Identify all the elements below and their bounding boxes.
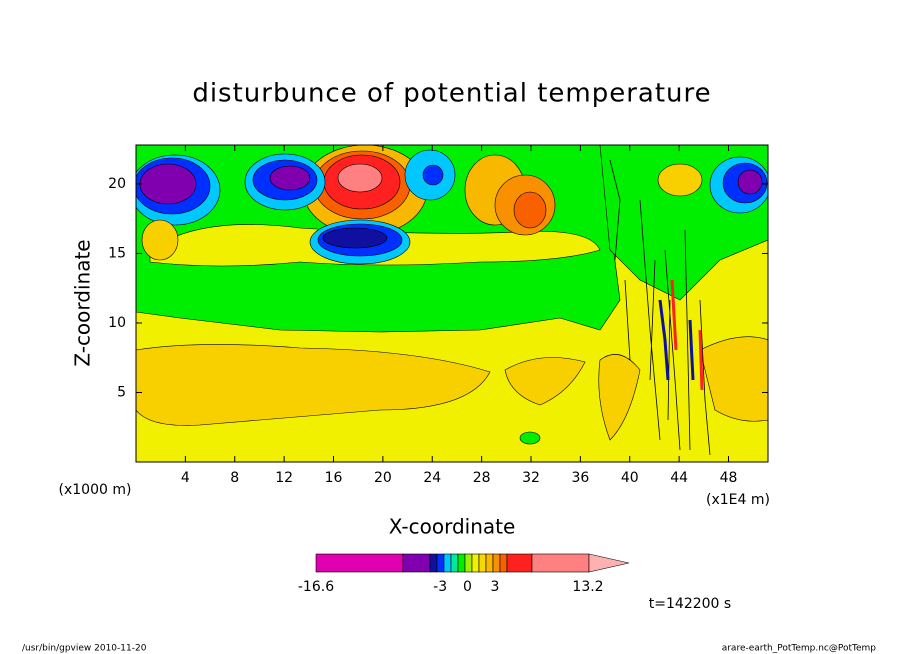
colorbar-segment — [506, 553, 533, 573]
x-tick-label: 20 — [374, 470, 392, 486]
y-tick-label: 20 — [108, 176, 126, 192]
colorbar-segment — [492, 553, 501, 573]
x-axis-label: X-coordinate — [389, 515, 516, 539]
time-label: t=142200 s — [649, 596, 731, 612]
x-tick-label: 4 — [181, 470, 190, 486]
colorbar-segment — [402, 553, 431, 573]
colorbar-segment — [450, 553, 459, 573]
colorbar-tick-label: -16.6 — [298, 579, 334, 595]
x-tick-label: 48 — [720, 470, 738, 486]
x-tick-label: 16 — [325, 470, 343, 486]
colorbar-segment — [443, 553, 452, 573]
colorbar-segment — [429, 553, 438, 573]
colorbar-arrow — [588, 553, 630, 573]
x-tick-label: 32 — [522, 470, 540, 486]
x-tick-label: 8 — [230, 470, 239, 486]
colorbar-segment — [485, 553, 494, 573]
y-tick-label: 15 — [108, 245, 126, 261]
colorbar-segment — [499, 553, 508, 573]
contour-field — [136, 145, 768, 462]
y-axis-label: Z-coordinate — [71, 239, 95, 366]
colorbar-segment — [471, 553, 480, 573]
x-tick-label: 24 — [423, 470, 441, 486]
footer-left: /usr/bin/gpview 2010-11-20 — [22, 644, 147, 654]
x-tick-label: 44 — [670, 470, 688, 486]
colorbar-segment — [531, 553, 590, 573]
colorbar: -16.6 -3 0 3 13.2 — [298, 553, 630, 595]
chart-title: disturbunce of potential temperature — [192, 79, 711, 109]
colorbar-tick-label: 3 — [490, 579, 499, 595]
x-tick-label: 40 — [621, 470, 639, 486]
colorbar-segment — [315, 553, 404, 573]
x-tick-label: 28 — [473, 470, 491, 486]
plot-frame — [135, 144, 769, 463]
x-tick-label: 12 — [275, 470, 293, 486]
colorbar-segment — [464, 553, 473, 573]
colorbar-segment — [457, 553, 466, 573]
y-tick-label: 5 — [117, 384, 126, 400]
y-tick-label: 10 — [108, 315, 126, 331]
colorbar-segment — [436, 553, 445, 573]
x-scale-label: (x1E4 m) — [706, 492, 770, 508]
colorbar-tick-label: 0 — [463, 579, 472, 595]
colorbar-tick-label: 13.2 — [572, 579, 603, 595]
footer-right: arare-earth_PotTemp.nc@PotTemp — [722, 644, 877, 654]
colorbar-tick-label: -3 — [433, 579, 447, 595]
x-tick-label: 36 — [571, 470, 589, 486]
colorbar-segment — [478, 553, 487, 573]
x-unit-label: (x1000 m) — [59, 482, 132, 498]
